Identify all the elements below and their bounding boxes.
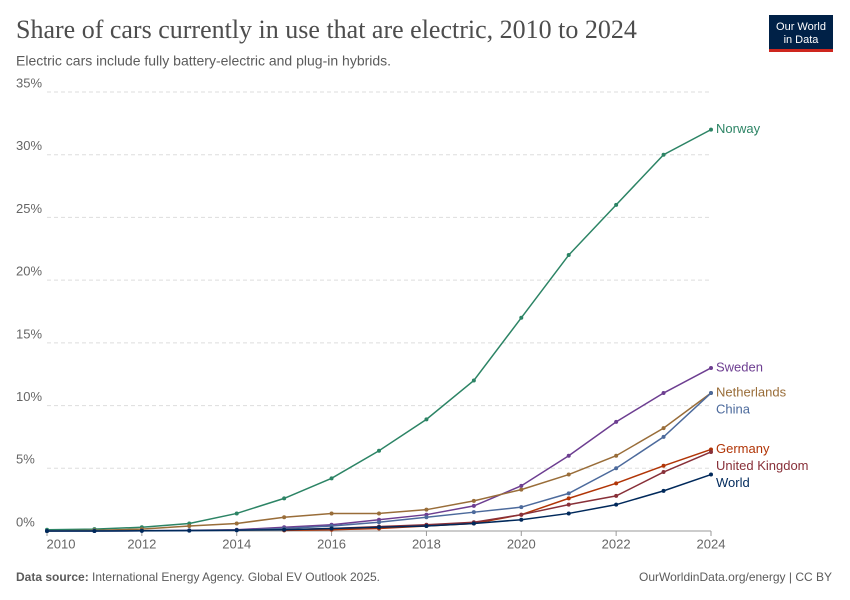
- data-point: [139, 528, 144, 533]
- data-point: [234, 511, 239, 516]
- data-point: [614, 466, 619, 471]
- logo-bar: [769, 49, 833, 52]
- data-point: [709, 127, 713, 132]
- x-tick-label: 2012: [127, 536, 156, 551]
- y-tick-label: 15%: [16, 326, 42, 341]
- data-point: [377, 448, 381, 453]
- data-point: [614, 202, 619, 207]
- data-point: [519, 517, 524, 522]
- y-tick-label: 25%: [16, 201, 42, 216]
- series-label: World: [716, 475, 750, 490]
- chart-subtitle: Electric cars include fully battery-elec…: [16, 53, 391, 69]
- logo-text: Our World: [776, 21, 826, 33]
- data-point: [566, 472, 571, 477]
- source-text: International Energy Agency. Global EV O…: [92, 570, 380, 584]
- credit[interactable]: OurWorldinData.org/energy | CC BY: [639, 570, 832, 584]
- data-point: [377, 525, 381, 530]
- y-tick-label: 35%: [16, 75, 42, 90]
- data-point: [471, 378, 476, 383]
- series-label: China: [716, 401, 751, 416]
- x-tick-label: 2010: [47, 536, 76, 551]
- data-point: [471, 521, 476, 526]
- data-point: [377, 520, 381, 525]
- data-point: [709, 472, 713, 477]
- data-point: [329, 476, 334, 481]
- x-tick-label: 2014: [222, 536, 251, 551]
- data-point: [377, 511, 381, 516]
- data-point: [709, 365, 713, 370]
- data-point: [519, 483, 524, 488]
- data-point: [424, 417, 429, 422]
- data-point: [329, 511, 334, 516]
- x-tick-label: 2024: [697, 536, 726, 551]
- series-label: Sweden: [716, 359, 763, 374]
- x-tick-label: 2020: [507, 536, 536, 551]
- data-point: [566, 502, 571, 507]
- x-tick-label: 2022: [602, 536, 631, 551]
- data-point: [661, 470, 666, 475]
- data-point: [661, 152, 666, 157]
- data-point: [424, 515, 429, 520]
- data-point: [614, 453, 619, 458]
- data-point: [234, 521, 239, 526]
- x-tick-label: 2016: [317, 536, 346, 551]
- y-tick-label: 5%: [16, 452, 35, 467]
- data-point: [92, 529, 97, 533]
- logo-text: in Data: [784, 34, 820, 46]
- source: Data source: International Energy Agency…: [16, 570, 380, 584]
- data-point: [614, 481, 619, 486]
- series-line: [46, 392, 712, 532]
- x-tick-label: 2018: [412, 536, 441, 551]
- series-line: [46, 128, 712, 531]
- data-point: [614, 502, 619, 507]
- data-point: [661, 426, 666, 431]
- data-point: [187, 523, 192, 528]
- data-point: [566, 491, 571, 496]
- data-point: [519, 505, 524, 510]
- y-tick-label: 30%: [16, 138, 42, 153]
- series-line: [47, 392, 712, 532]
- data-point: [661, 391, 666, 396]
- data-point: [566, 511, 571, 516]
- data-point: [234, 528, 239, 533]
- data-point: [187, 528, 192, 533]
- data-point: [329, 526, 334, 531]
- data-point: [424, 523, 429, 528]
- data-point: [709, 449, 713, 454]
- data-point: [471, 503, 476, 508]
- data-point: [661, 463, 666, 468]
- data-point: [45, 529, 49, 533]
- y-tick-label: 0%: [16, 514, 35, 529]
- data-point: [614, 419, 619, 424]
- data-point: [661, 434, 666, 439]
- series-line: [284, 451, 712, 531]
- series-label: Netherlands: [716, 384, 787, 399]
- y-tick-label: 20%: [16, 264, 42, 279]
- data-point: [471, 510, 476, 515]
- data-point: [519, 487, 524, 492]
- data-point: [424, 507, 429, 512]
- data-point: [566, 253, 571, 258]
- y-tick-label: 10%: [16, 389, 42, 404]
- data-point: [519, 315, 524, 320]
- series-label: United Kingdom: [716, 458, 809, 473]
- series-label: Norway: [716, 121, 761, 136]
- data-point: [566, 496, 571, 501]
- data-point: [471, 498, 476, 503]
- chart-title: Share of cars currently in use that are …: [16, 15, 637, 44]
- data-point: [661, 488, 666, 493]
- data-point: [282, 496, 287, 501]
- data-point: [282, 527, 287, 532]
- data-point: [614, 493, 619, 498]
- data-point: [519, 512, 524, 517]
- data-point: [709, 391, 713, 396]
- data-point: [282, 515, 287, 520]
- series-label: Germany: [716, 441, 770, 456]
- logo[interactable]: [769, 15, 833, 51]
- source-label: Data source:: [16, 570, 89, 584]
- data-point: [566, 453, 571, 458]
